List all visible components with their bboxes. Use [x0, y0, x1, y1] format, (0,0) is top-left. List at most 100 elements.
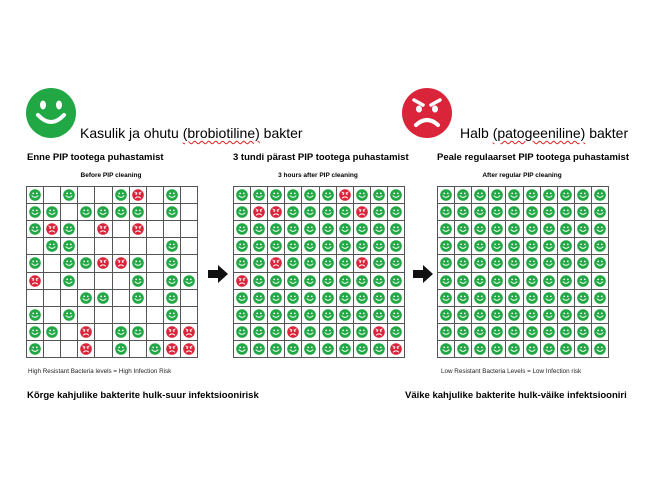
smiley-face-icon [236, 343, 248, 355]
grid-cell [336, 204, 354, 222]
grid-cell [319, 187, 337, 205]
smiley-face-icon [457, 343, 469, 355]
smiley-face-icon [525, 326, 538, 338]
smiley-face-icon [338, 206, 351, 218]
grid-cell [44, 340, 62, 358]
angry-face-icon [236, 274, 248, 287]
smiley-face-icon [491, 326, 504, 338]
grid-cell [61, 323, 79, 341]
smiley-face-icon [457, 223, 469, 236]
grid-cell [557, 289, 575, 307]
grid-cell [336, 238, 354, 256]
grid-cell [251, 323, 269, 341]
grid-cell [438, 238, 456, 256]
grid-cell [44, 255, 62, 273]
grid-cell [319, 255, 337, 273]
grid-cell [574, 221, 592, 239]
smiley-face-icon [373, 240, 385, 253]
grid-cell [370, 187, 388, 205]
grid-cell [574, 204, 592, 222]
smiley-face-icon [253, 326, 265, 338]
grid-cell [455, 187, 473, 205]
grid-cell [336, 289, 354, 307]
grid-cell [61, 255, 79, 273]
smiley-face-icon [80, 291, 93, 304]
grid-cell [489, 340, 507, 358]
arrow-right-icon [413, 265, 433, 283]
grid-cell [336, 221, 354, 239]
grid-cell [285, 272, 303, 290]
smiley-face-icon [457, 326, 469, 338]
grid-cell [44, 323, 62, 341]
smiley-face-icon [338, 291, 351, 304]
grid-cell [540, 238, 558, 256]
smiley-face-icon [131, 274, 144, 287]
smiley-face-icon [525, 274, 538, 287]
smiley-face-icon [508, 308, 521, 321]
grid-cell [387, 323, 405, 341]
smiley-face-icon [183, 274, 195, 287]
smiley-face-icon [577, 240, 589, 253]
smiley-face-icon [440, 240, 452, 253]
grid-cell [523, 238, 541, 256]
smiley-face-icon [166, 257, 178, 270]
grid-cell [438, 323, 456, 341]
grid-cell [129, 221, 147, 239]
grid-cell [234, 272, 252, 290]
angry-face-icon [253, 206, 265, 218]
smiley-face-icon [321, 274, 334, 287]
grid-cell [319, 340, 337, 358]
smiley-face-icon [474, 206, 487, 218]
smiley-face-icon [253, 343, 265, 355]
smiley-face-icon [287, 240, 300, 253]
good-bacteria-label: Kasulik ja ohutu (brobiotiline) bakter [80, 125, 303, 141]
grid-cell [78, 272, 96, 290]
grid-cell [336, 340, 354, 358]
grid-cell [27, 323, 45, 341]
grid-cell [574, 289, 592, 307]
smiley-face-icon [355, 326, 368, 338]
grid-cell [523, 255, 541, 273]
grid-cell [370, 255, 388, 273]
smiley-face-icon [236, 189, 248, 201]
grid-cell [163, 204, 181, 222]
grid-cell [455, 204, 473, 222]
smiley-face-icon [355, 291, 368, 304]
smiley-face-icon [46, 326, 58, 338]
smiley-face-icon [80, 206, 93, 218]
grid-cell [319, 323, 337, 341]
grid-cell [27, 187, 45, 205]
grid-cell [78, 187, 96, 205]
grid-cell [78, 340, 96, 358]
grid-cell [472, 323, 490, 341]
grid-cell [455, 323, 473, 341]
smiley-face-icon [63, 240, 76, 253]
angry-face-icon [270, 257, 283, 270]
smiley-face-icon [270, 189, 283, 201]
smiley-face-icon [491, 189, 504, 201]
grid-cell [370, 204, 388, 222]
grid-cell [574, 238, 592, 256]
grid-cell [44, 204, 62, 222]
smiley-face-icon [474, 291, 487, 304]
grid-cell [78, 323, 96, 341]
grid-cell [591, 221, 609, 239]
grid-cell [557, 221, 575, 239]
grid-cell [95, 289, 113, 307]
angry-face-icon [29, 274, 41, 287]
grid-cell [234, 221, 252, 239]
angry-face-icon [166, 326, 178, 338]
smiley-face-icon [457, 240, 469, 253]
grid-cell [574, 306, 592, 324]
smiley-face-icon [304, 189, 317, 201]
grid-cell [146, 255, 164, 273]
smiley-face-icon [525, 240, 538, 253]
grid-cell [489, 187, 507, 205]
smiley-face-icon [542, 274, 555, 287]
grid-cell [302, 255, 320, 273]
smiley-face-icon [373, 223, 385, 236]
grid-cell [78, 306, 96, 324]
grid-cell [438, 306, 456, 324]
smiley-face-icon [525, 308, 538, 321]
smiley-face-icon [26, 88, 76, 138]
